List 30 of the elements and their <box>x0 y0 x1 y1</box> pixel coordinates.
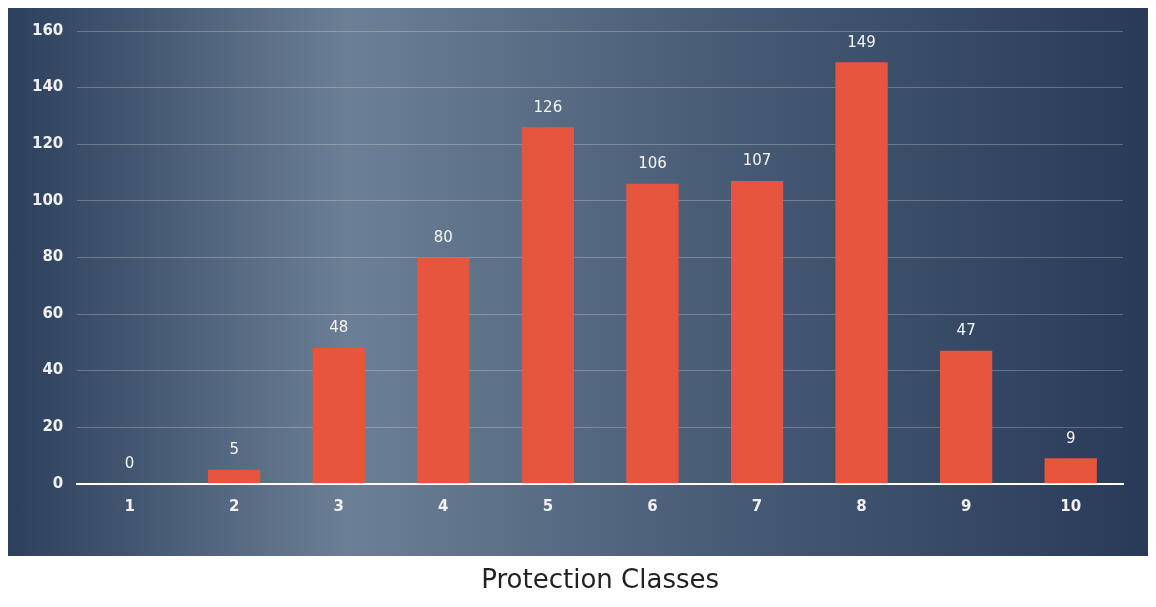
y-tick-label: 140 <box>32 77 64 96</box>
data-label: 48 <box>329 318 349 337</box>
y-tick-label: 120 <box>32 134 64 153</box>
y-tick-label: 80 <box>42 247 64 266</box>
x-tick-label: 10 <box>1060 496 1082 515</box>
data-label: 106 <box>638 154 667 173</box>
y-tick-label: 100 <box>32 190 64 209</box>
y-tick-label: 160 <box>32 20 64 39</box>
x-tick-label: 6 <box>647 496 658 515</box>
x-tick-label: 8 <box>856 496 867 515</box>
data-label: 5 <box>229 440 239 459</box>
y-tick-label: 60 <box>42 303 64 322</box>
data-label: 0 <box>124 454 135 473</box>
x-tick-label: 3 <box>333 496 344 515</box>
x-tick-label: 7 <box>751 496 763 515</box>
data-label: 107 <box>742 151 772 170</box>
data-label: 9 <box>1065 428 1076 447</box>
data-label: 149 <box>847 32 876 51</box>
x-tick-label: 5 <box>542 496 554 515</box>
y-tick-label: 40 <box>42 360 64 379</box>
x-tick-label: 1 <box>124 496 135 515</box>
data-label: 47 <box>956 321 976 340</box>
y-tick-label: 0 <box>52 473 64 492</box>
x-axis-title: Protection Classes <box>481 564 720 595</box>
x-tick-label: 4 <box>438 496 449 515</box>
y-tick-label: 20 <box>42 417 64 436</box>
data-label: 80 <box>433 227 453 246</box>
x-tick-label: 2 <box>228 496 240 515</box>
x-tick-label: 9 <box>960 496 972 515</box>
data-label: 126 <box>533 97 563 116</box>
